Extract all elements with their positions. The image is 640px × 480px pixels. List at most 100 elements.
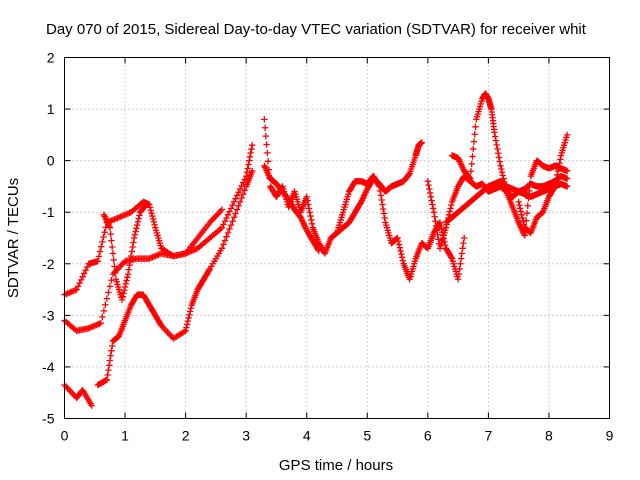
data-point <box>100 233 107 241</box>
data-point <box>248 145 255 153</box>
data-point <box>247 149 254 157</box>
data-point <box>227 205 235 212</box>
data-point <box>106 283 114 290</box>
data-point <box>432 218 439 225</box>
data-point <box>497 162 504 169</box>
y-tick-label: 0 <box>47 153 55 169</box>
data-point <box>107 352 114 359</box>
data-point <box>556 160 563 167</box>
series-track-3 <box>61 381 95 409</box>
data-point <box>134 218 142 226</box>
data-point <box>466 174 473 181</box>
y-tick-label: -1 <box>42 204 55 220</box>
data-point <box>563 183 571 190</box>
x-tick-label: 6 <box>424 428 432 444</box>
data-point <box>435 236 442 243</box>
data-point <box>428 197 435 204</box>
data-point <box>233 192 241 199</box>
data-point <box>314 246 322 253</box>
data-point <box>395 241 403 248</box>
data-point <box>378 196 385 204</box>
data-point <box>94 258 102 265</box>
data-point <box>305 205 313 212</box>
data-point <box>498 165 505 173</box>
data-point <box>381 214 388 222</box>
data-point <box>122 280 130 287</box>
data-point <box>149 215 157 223</box>
data-point <box>520 218 527 225</box>
data-point <box>379 201 386 208</box>
data-point <box>143 201 150 208</box>
data-point <box>557 156 564 163</box>
data-point <box>315 247 323 255</box>
data-point <box>233 206 241 213</box>
data-point <box>226 225 233 233</box>
data-point <box>308 220 316 228</box>
data-point <box>516 201 523 209</box>
data-point <box>182 327 189 335</box>
data-point <box>127 257 134 264</box>
data-point <box>460 234 468 242</box>
x-tick-label: 8 <box>545 428 553 444</box>
data-point <box>128 248 136 255</box>
data-point <box>148 209 155 217</box>
data-point <box>264 158 272 165</box>
data-point <box>103 295 111 302</box>
data-point <box>264 149 271 157</box>
data-point <box>398 254 406 261</box>
data-point <box>563 175 571 182</box>
data-point <box>221 218 229 225</box>
data-point <box>554 171 561 179</box>
data-point <box>399 257 407 264</box>
data-point <box>121 287 128 294</box>
data-point <box>186 311 193 318</box>
data-point <box>186 308 194 315</box>
data-point <box>97 319 105 327</box>
data-point <box>82 267 89 274</box>
x-tick-label: 0 <box>61 428 69 444</box>
data-point <box>101 228 108 236</box>
data-point <box>518 211 525 218</box>
data-point <box>563 131 571 139</box>
data-point <box>142 202 149 209</box>
data-point <box>261 124 269 131</box>
data-point <box>236 198 244 206</box>
data-point <box>424 178 432 185</box>
data-point <box>149 212 156 220</box>
data-point <box>380 210 388 217</box>
data-point <box>468 160 475 168</box>
data-point <box>132 228 139 235</box>
data-point <box>515 198 522 206</box>
data-point <box>396 244 404 251</box>
chart-title: Day 070 of 2015, Sidereal Day-to-day VTE… <box>46 21 587 38</box>
data-point <box>220 241 227 248</box>
data-point <box>563 167 571 175</box>
data-point <box>124 274 131 281</box>
data-point <box>74 283 82 290</box>
data-point <box>261 116 268 123</box>
x-tick-label: 1 <box>121 428 129 444</box>
y-tick-label: 2 <box>47 50 55 66</box>
data-point <box>108 277 115 284</box>
data-point <box>499 172 506 179</box>
data-point <box>107 230 114 238</box>
data-point <box>119 293 126 300</box>
data-point <box>492 137 500 144</box>
data-point <box>130 239 137 246</box>
x-tick-label: 9 <box>606 428 614 444</box>
x-tick-label: 5 <box>363 428 371 444</box>
data-point <box>438 225 445 233</box>
data-point <box>205 267 213 274</box>
data-point <box>77 276 85 284</box>
data-point <box>433 227 441 234</box>
data-point <box>425 181 432 189</box>
data-point <box>394 234 401 242</box>
data-point <box>457 260 464 267</box>
data-point <box>131 231 139 238</box>
data-point <box>126 261 133 269</box>
data-point <box>263 141 270 148</box>
data-point <box>246 153 254 160</box>
data-point <box>95 253 103 260</box>
data-point <box>446 208 453 215</box>
data-point <box>469 153 476 160</box>
